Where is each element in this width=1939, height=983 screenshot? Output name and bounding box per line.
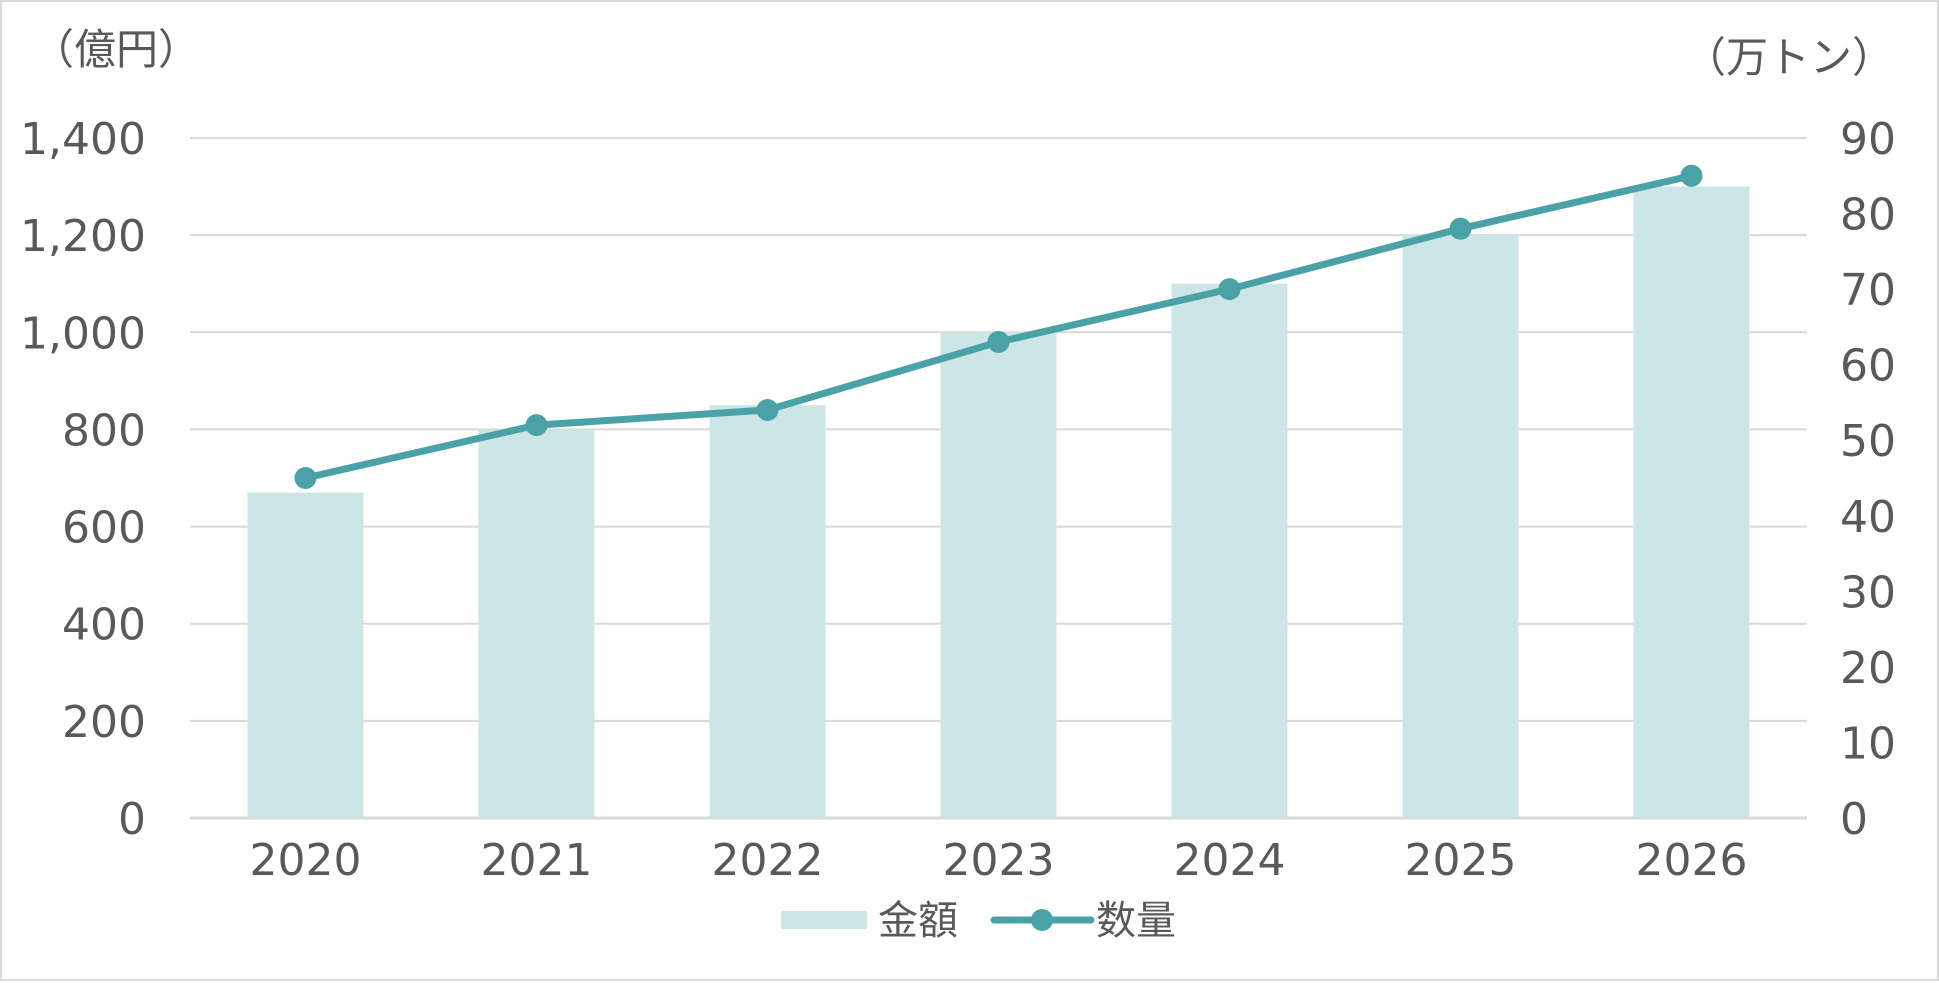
left-axis-tick-label: 600 [62, 503, 146, 554]
right-axis-tick-label: 10 [1840, 718, 1896, 769]
legend: 金額 数量 [781, 898, 1176, 944]
line-point [1680, 164, 1703, 187]
right-axis-tick-label: 70 [1840, 265, 1896, 316]
left-axis-tick-label: 200 [62, 697, 146, 748]
x-axis-tick-label: 2021 [481, 835, 593, 886]
legend-line-label: 数量 [1096, 898, 1176, 944]
left-axis-tick-label: 800 [62, 405, 146, 456]
bar-mark [478, 429, 595, 818]
left-axis-tick-label: 1,000 [20, 308, 146, 359]
x-axis-tick-label: 2022 [712, 835, 824, 886]
line-point [756, 399, 779, 421]
line-point [525, 414, 548, 437]
left-axis-tick-label: 1,400 [20, 114, 146, 165]
bars-series [247, 186, 1750, 819]
right-axis-unit-label: （万トン） [1684, 33, 1894, 82]
bar-mark [247, 492, 364, 818]
right-axis-tick-label: 60 [1840, 341, 1896, 392]
legend-bar-label: 金額 [878, 898, 958, 944]
right-axis-tick-label: 50 [1840, 416, 1896, 467]
line-series [294, 164, 1703, 489]
x-axis-tick-label: 2023 [943, 835, 1055, 886]
right-axis-tick-label: 80 [1840, 190, 1896, 241]
x-axis: 2020 2021 2022 2023 2024 2025 2026 [250, 835, 1748, 886]
x-axis-tick-label: 2020 [250, 835, 362, 886]
line-point [294, 467, 317, 489]
bar-mark [709, 405, 826, 818]
line-point [1449, 217, 1472, 240]
right-axis-tick-label: 40 [1840, 492, 1896, 543]
left-axis-tick-label: 1,200 [20, 211, 146, 262]
left-axis-unit-label: （億円） [32, 25, 200, 74]
left-axis-tick-label: 0 [118, 794, 146, 845]
right-axis-tick-label: 90 [1840, 114, 1896, 165]
x-axis-tick-label: 2025 [1405, 835, 1517, 886]
line-point [987, 331, 1010, 353]
right-axis: 0 10 20 30 40 50 60 70 80 90 [1840, 114, 1896, 845]
bar-mark [940, 332, 1057, 818]
bar-mark [1171, 283, 1288, 818]
bar-mark [1633, 186, 1750, 819]
left-axis-tick-label: 400 [62, 600, 146, 651]
x-axis-tick-label: 2026 [1636, 835, 1748, 886]
legend-line-marker [1031, 909, 1053, 931]
line-point [1218, 278, 1241, 301]
legend-bar-swatch [781, 911, 867, 929]
right-axis-tick-label: 30 [1840, 567, 1896, 618]
left-axis: 0 200 400 600 800 1,000 1,200 1,400 [20, 114, 146, 845]
right-axis-tick-label: 20 [1840, 643, 1896, 694]
x-axis-tick-label: 2024 [1174, 835, 1286, 886]
right-axis-tick-label: 0 [1840, 794, 1868, 845]
bar-mark [1402, 235, 1519, 819]
